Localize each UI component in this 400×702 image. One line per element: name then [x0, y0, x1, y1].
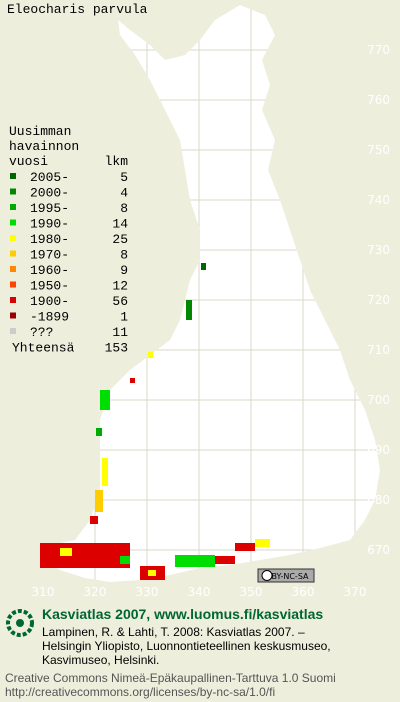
license-badge: BY-NC-SA — [257, 568, 315, 583]
legend-count: 14 — [112, 217, 128, 232]
east-label: 330 — [136, 585, 159, 599]
citation: Helsingin Yliopisto, Luonnontieteellinen… — [42, 639, 331, 653]
logo — [6, 609, 34, 637]
north-label: 770 — [367, 43, 390, 57]
title: Eleocharis parvula — [7, 2, 148, 17]
legend-count: 56 — [112, 294, 128, 309]
legend-swatch — [10, 297, 16, 303]
legend-label: 1990- — [30, 217, 69, 232]
total-count: 153 — [105, 341, 128, 356]
legend-swatch — [10, 312, 16, 319]
legend-label: 1995- — [30, 201, 69, 216]
north-label: 740 — [367, 193, 390, 207]
legend-swatch — [10, 266, 16, 272]
citation: Lampinen, R. & Lahti, T. 2008: Kasviatla… — [42, 625, 305, 639]
legend-count: 5 — [120, 170, 128, 185]
legend-header: havainnon — [9, 139, 79, 154]
badge-text: BY-NC-SA — [271, 572, 309, 581]
legend-count-header: lkm — [105, 154, 129, 169]
east-label: 350 — [240, 585, 263, 599]
site-link[interactable]: Kasviatlas 2007, www.luomus.fi/kasviatla… — [42, 606, 323, 622]
east-label: 360 — [292, 585, 315, 599]
legend-swatch — [10, 188, 16, 195]
legend-label: -1899 — [30, 310, 69, 325]
east-label: 320 — [84, 585, 107, 599]
legend-count: 8 — [120, 248, 128, 263]
north-label: 730 — [367, 243, 390, 257]
legend-count: 1 — [120, 310, 128, 325]
north-label: 670 — [367, 543, 390, 557]
north-label: 760 — [367, 93, 390, 107]
legend-label: 1970- — [30, 248, 69, 263]
east-label: 340 — [188, 585, 211, 599]
east-label: 310 — [32, 585, 55, 599]
legend-count: 4 — [120, 186, 128, 201]
legend-label: 2005- — [30, 170, 69, 185]
north-label: 690 — [367, 443, 390, 457]
legend-label: 1980- — [30, 232, 69, 247]
legend-count: 25 — [112, 232, 128, 247]
legend-swatch — [10, 219, 16, 226]
legend-header: vuosi — [9, 154, 48, 169]
north-label: 750 — [367, 143, 390, 157]
legend-swatch — [10, 173, 16, 179]
legend-count: 9 — [120, 263, 128, 278]
north-label: 720 — [367, 293, 390, 307]
citation: Kasvimuseo, Helsinki. — [42, 653, 159, 667]
legend-swatch — [10, 328, 16, 334]
legend-label: ??? — [30, 325, 53, 340]
legend-swatch — [10, 235, 16, 241]
legend-header: Uusimman — [9, 124, 71, 139]
north-label: 700 — [367, 393, 390, 407]
legend-swatch — [10, 204, 16, 210]
legend-count: 11 — [112, 325, 128, 340]
legend-count: 12 — [112, 279, 128, 294]
legend-label: 2000- — [30, 186, 69, 201]
legend-swatch — [10, 281, 16, 288]
north-label: 680 — [367, 493, 390, 507]
legend-label: 1960- — [30, 263, 69, 278]
occurrence-dots — [40, 263, 270, 580]
legend-label: 1900- — [30, 294, 69, 309]
east-label: 370 — [344, 585, 367, 599]
license-url[interactable]: http://creativecommons.org/licenses/by-n… — [5, 685, 275, 699]
legend-count: 8 — [120, 201, 128, 216]
total-label: Yhteensä — [12, 341, 75, 356]
legend-swatch — [10, 250, 16, 257]
license-text: Creative Commons Nimeä-Epäkaupallinen-Ta… — [5, 671, 336, 685]
north-label: 710 — [367, 343, 390, 357]
legend-label: 1950- — [30, 279, 69, 294]
